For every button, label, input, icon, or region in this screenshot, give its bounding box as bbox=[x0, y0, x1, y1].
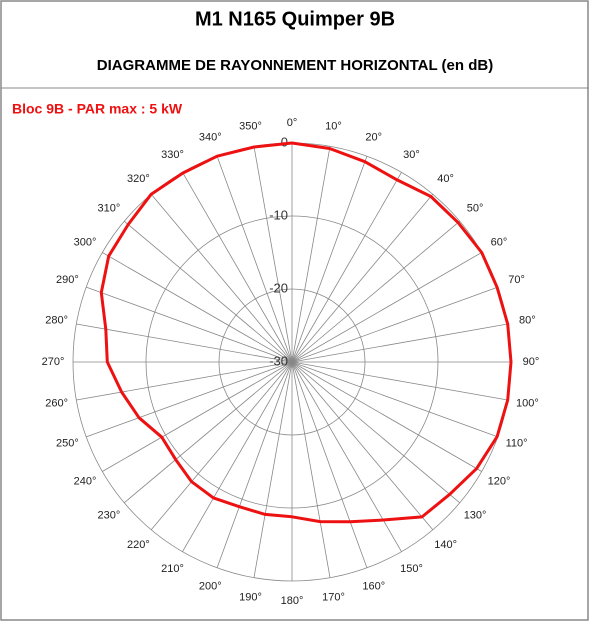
spoke bbox=[253, 146, 293, 363]
spoke bbox=[291, 361, 461, 504]
spoke bbox=[291, 361, 508, 401]
angle-label: 160° bbox=[362, 580, 385, 592]
spoke bbox=[76, 361, 293, 401]
spoke bbox=[291, 361, 482, 472]
angle-label: 330° bbox=[161, 149, 184, 161]
spoke bbox=[123, 220, 293, 363]
angle-label: 180° bbox=[281, 595, 304, 607]
legend-entry: Bloc 9B - PAR max : 5 kW bbox=[12, 101, 183, 117]
spoke bbox=[291, 323, 508, 363]
spoke bbox=[216, 156, 293, 363]
angle-label: 70° bbox=[508, 274, 525, 286]
angle-label: 10° bbox=[325, 121, 342, 133]
pattern-line bbox=[99, 141, 513, 524]
angle-label: 270° bbox=[42, 356, 65, 368]
angle-label: 210° bbox=[161, 563, 184, 575]
spoke bbox=[182, 361, 293, 552]
spoke bbox=[182, 172, 293, 363]
spoke bbox=[291, 252, 482, 363]
r-tick-label: -30 bbox=[269, 353, 288, 368]
spoke bbox=[86, 286, 293, 363]
angle-label: 40° bbox=[437, 173, 454, 185]
angle-label: 20° bbox=[365, 131, 382, 143]
angle-label: 150° bbox=[400, 563, 423, 575]
angle-label: 50° bbox=[467, 202, 484, 214]
spoke bbox=[291, 156, 368, 363]
angle-label: 320° bbox=[127, 173, 150, 185]
spoke bbox=[291, 146, 331, 363]
angle-label: 260° bbox=[45, 397, 68, 409]
spoke bbox=[291, 220, 461, 363]
angle-label: 90° bbox=[523, 356, 540, 368]
angle-label: 220° bbox=[127, 539, 150, 551]
angle-label: 240° bbox=[74, 475, 97, 487]
spoke bbox=[291, 286, 498, 363]
angle-label: 280° bbox=[45, 314, 68, 326]
spoke bbox=[102, 252, 293, 363]
angle-label: 60° bbox=[491, 236, 508, 248]
spoke bbox=[291, 361, 368, 568]
spoke bbox=[102, 361, 293, 472]
angle-label: 340° bbox=[199, 131, 222, 143]
spoke bbox=[291, 172, 402, 363]
angle-label: 30° bbox=[403, 149, 420, 161]
r-tick-label: 0 bbox=[281, 134, 288, 149]
r-tick-label: -20 bbox=[269, 280, 288, 295]
angle-label: 350° bbox=[239, 121, 262, 133]
angle-label: 110° bbox=[506, 438, 528, 450]
angle-label: 310° bbox=[98, 202, 121, 214]
spoke bbox=[291, 361, 434, 531]
r-tick-label: -10 bbox=[269, 207, 288, 222]
spoke bbox=[76, 323, 293, 363]
angle-label: 140° bbox=[434, 539, 457, 551]
angle-label: 250° bbox=[56, 438, 79, 450]
angle-label: 130° bbox=[464, 510, 487, 522]
angle-label: 200° bbox=[199, 580, 222, 592]
angle-label: 80° bbox=[519, 314, 536, 326]
spoke bbox=[291, 193, 434, 363]
angle-label: 170° bbox=[322, 591, 345, 603]
spoke bbox=[150, 193, 293, 363]
angle-label: 120° bbox=[488, 475, 511, 487]
angle-label: 230° bbox=[98, 510, 121, 522]
angle-label: 100° bbox=[516, 397, 539, 409]
angle-label: 300° bbox=[74, 236, 97, 248]
spoke bbox=[86, 361, 293, 438]
angle-label: 0° bbox=[287, 117, 298, 129]
spoke bbox=[291, 361, 331, 578]
spoke bbox=[291, 361, 498, 438]
spoke bbox=[216, 361, 293, 568]
angle-label: 190° bbox=[239, 591, 262, 603]
chart-title: M1 N165 Quimper 9B bbox=[195, 8, 395, 30]
angle-label: 290° bbox=[56, 274, 79, 286]
spoke bbox=[150, 361, 293, 531]
spoke bbox=[123, 361, 293, 504]
spoke bbox=[253, 361, 293, 578]
chart-subtitle: DIAGRAMME DE RAYONNEMENT HORIZONTAL (en … bbox=[97, 57, 493, 74]
